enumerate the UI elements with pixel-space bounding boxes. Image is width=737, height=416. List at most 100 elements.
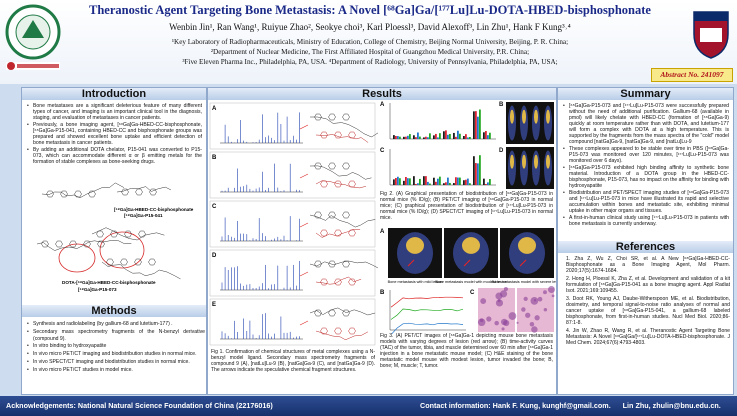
structures: [⁶⁸Ga]Ga-HBED-CC-bisphosphonate [⁶⁸Ga]Ga… xyxy=(36,182,194,292)
methods-list: Synthesis and radiolabeling (by gallium-… xyxy=(26,321,205,375)
chart-bar xyxy=(477,116,479,139)
panel-label: C xyxy=(212,204,217,210)
chart-bar xyxy=(427,137,429,139)
chart-bar xyxy=(467,178,469,185)
molecule-ring xyxy=(348,327,356,335)
spectrum-panel xyxy=(209,102,376,150)
chart-bar xyxy=(475,163,477,185)
panel-label: C xyxy=(380,148,385,154)
summary-list: [⁶⁸Ga]Ga-P15-073 and [¹⁷⁷Lu]Lu-P15-073 w… xyxy=(562,103,729,227)
panel-label: D xyxy=(499,148,504,154)
chart-bar xyxy=(417,132,419,139)
molecule-ring xyxy=(314,113,322,121)
section-heading: Results xyxy=(208,88,556,100)
molecule-ring xyxy=(83,240,91,248)
list-item: Bone metastases are a significant delete… xyxy=(27,103,202,121)
molecule-ring xyxy=(328,211,336,219)
affiliation: ²Department of Nuclear Medicine, The Fir… xyxy=(210,48,530,56)
chart-bar xyxy=(483,178,485,185)
molecule-ring xyxy=(320,180,328,188)
chart-bar xyxy=(429,133,431,139)
molecule-ring xyxy=(96,230,104,238)
panel-label: B xyxy=(499,102,504,108)
molecule-bond xyxy=(91,227,165,241)
chart-bar xyxy=(429,183,431,185)
penn-chief xyxy=(694,12,728,21)
molecule-ring xyxy=(106,258,114,266)
chart-bar xyxy=(469,183,471,185)
chart-bar xyxy=(445,130,447,139)
molecule-ring xyxy=(348,131,356,139)
chart-bar xyxy=(409,178,411,185)
molecule-ring xyxy=(328,260,336,268)
molecule-ring xyxy=(135,188,143,196)
results-column: Results A B C D E Fig 1. Confirmation of che… xyxy=(207,87,557,395)
panel-label: A xyxy=(212,106,217,112)
list-item: A first-in-human clinical study using [¹… xyxy=(563,215,729,227)
molecule-ring xyxy=(342,309,350,317)
molecule-ring xyxy=(334,278,342,286)
chart-bar xyxy=(449,182,451,185)
molecule-ring xyxy=(148,258,156,266)
chart-bar xyxy=(443,131,445,139)
left-column: Introduction Bone metastases are a signi… xyxy=(21,87,207,395)
chart-bar xyxy=(435,181,437,185)
panel-label: B xyxy=(380,290,385,296)
panel-label: A xyxy=(380,102,385,108)
chart-bar xyxy=(489,179,491,185)
chart-bar xyxy=(487,182,489,185)
chart-bar xyxy=(393,135,395,139)
chart-bar xyxy=(405,177,407,185)
histology-cell xyxy=(543,307,548,312)
chart-bar xyxy=(419,178,421,185)
chart-bar xyxy=(473,111,475,139)
molecule-ring xyxy=(348,278,356,286)
figure-2: A C B D xyxy=(380,102,554,189)
spect-hotspot xyxy=(522,154,526,169)
spect-hotspot xyxy=(510,154,514,169)
molecule-ring xyxy=(110,230,118,238)
histology-cell xyxy=(525,312,531,318)
penn-book xyxy=(700,28,722,42)
structure-label: [⁶⁸Ga]Ga-P15-073 xyxy=(78,287,117,292)
molecule-ring xyxy=(334,327,342,335)
image-label: Bone metastasis model with severe lesion xyxy=(492,280,556,284)
molecule-bond xyxy=(309,214,376,228)
histology-cell xyxy=(543,290,547,295)
molecule-bond xyxy=(310,116,378,138)
chart-bar xyxy=(469,137,471,139)
section-heading: Introduction xyxy=(22,88,206,100)
histology-cell xyxy=(477,318,486,327)
list-item: These complexes appeared to be stable ov… xyxy=(563,146,729,164)
list-item: 2. Hong H, Ploessl K, Zha Z, et al. Deve… xyxy=(566,276,730,294)
chart-bar xyxy=(407,135,409,139)
chart-bar xyxy=(467,137,469,139)
panel-label: B xyxy=(212,155,217,161)
histology-cell xyxy=(501,318,508,326)
molecule-ring xyxy=(328,162,336,170)
histology-cell xyxy=(529,321,535,327)
list-item: 4. Jin W, Zhao R, Wang R, et al. Therano… xyxy=(566,328,730,346)
molecule-ring xyxy=(342,113,350,121)
histology-cell xyxy=(547,285,555,293)
hospital-logo-text xyxy=(17,64,59,68)
chart-bar xyxy=(455,177,457,185)
panel-label: C xyxy=(470,290,475,296)
chart-bar xyxy=(419,136,421,139)
chart-bar xyxy=(453,132,455,139)
chart-bar xyxy=(447,177,449,185)
molecule-bond xyxy=(309,260,378,269)
chart-bar xyxy=(403,180,405,185)
histology-cell xyxy=(497,299,501,303)
abstract-number: Abstract No. 241097 xyxy=(651,68,733,82)
molecule-ring xyxy=(41,240,49,248)
chart-bar xyxy=(417,183,419,185)
chart-bar xyxy=(433,135,435,139)
figure-1: A B C D E xyxy=(209,102,378,346)
pet-hotspot xyxy=(534,109,538,124)
list-item: By adding an additional DOTA chelator, P… xyxy=(27,147,202,165)
highlight-ring xyxy=(99,231,145,269)
list-item: Biodistribution and PET/SPECT imaging st… xyxy=(563,190,729,214)
chart-bar xyxy=(443,183,445,185)
histology-cell xyxy=(480,298,487,304)
